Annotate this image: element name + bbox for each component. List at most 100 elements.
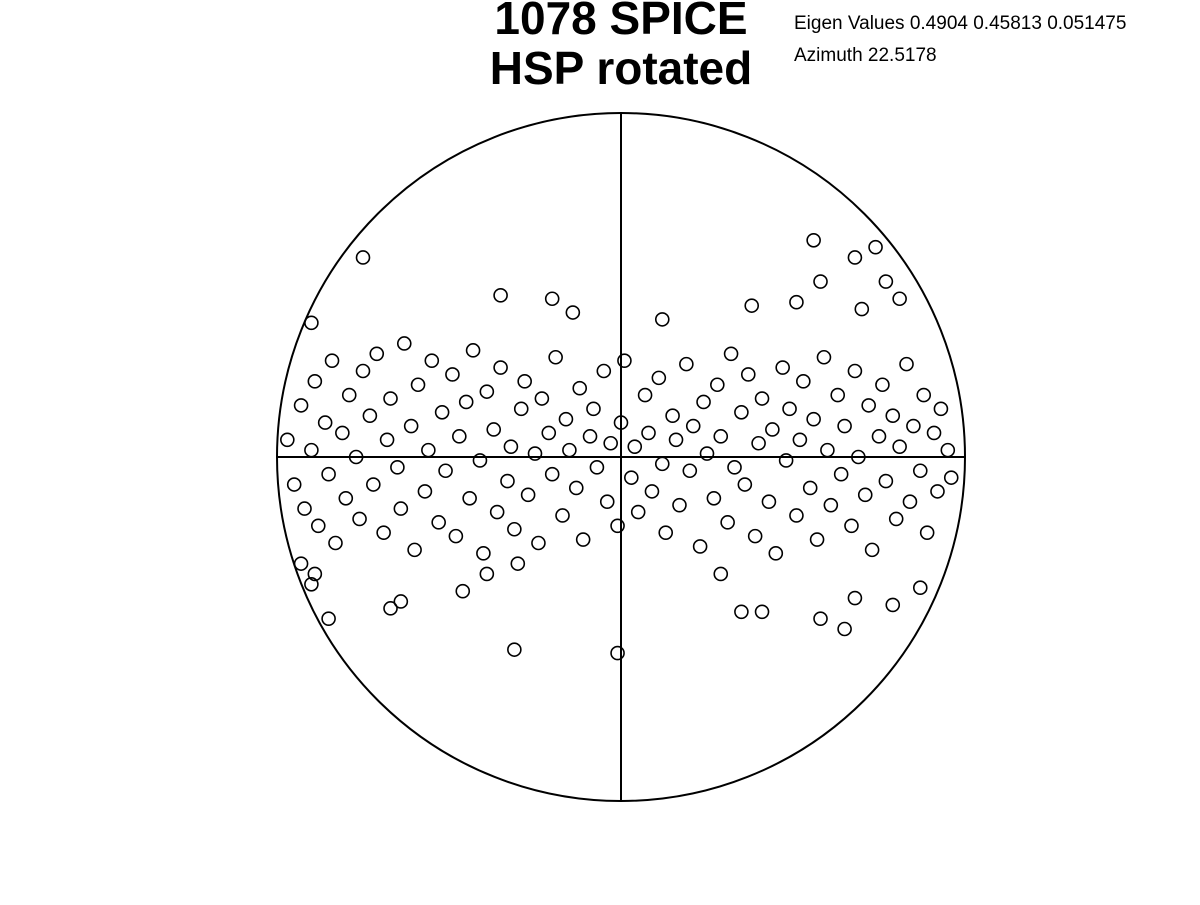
point [458, 394, 474, 410]
point [768, 546, 784, 561]
point [754, 604, 770, 620]
point [696, 394, 711, 410]
point [665, 408, 680, 424]
point [864, 542, 880, 558]
point [452, 429, 467, 444]
point [685, 418, 701, 434]
point [544, 291, 560, 307]
point [627, 439, 643, 454]
point [328, 535, 343, 551]
point [713, 429, 729, 444]
point [369, 346, 385, 362]
point [809, 532, 825, 547]
point [438, 463, 453, 479]
point [644, 484, 660, 499]
point [926, 425, 942, 441]
point [520, 487, 536, 503]
point [421, 442, 436, 458]
point [493, 288, 508, 303]
point [782, 401, 797, 417]
point [710, 377, 725, 393]
point [617, 353, 632, 368]
point [304, 576, 319, 592]
point [747, 528, 763, 544]
point [613, 415, 629, 430]
point [740, 367, 756, 382]
point [943, 470, 959, 485]
point [706, 490, 722, 506]
point [871, 429, 887, 444]
point [603, 435, 618, 451]
point [789, 294, 804, 310]
point [754, 391, 770, 406]
point [393, 501, 409, 516]
point [582, 429, 598, 444]
point [310, 518, 326, 534]
point [317, 415, 333, 430]
points [280, 232, 959, 661]
point [610, 518, 625, 534]
point [407, 542, 422, 558]
point [837, 621, 852, 637]
point [892, 291, 907, 307]
point [352, 511, 367, 527]
point [919, 525, 935, 540]
point [916, 387, 932, 403]
point [765, 422, 780, 437]
point [778, 453, 794, 468]
point [775, 360, 790, 375]
point [489, 504, 505, 520]
point [847, 363, 863, 379]
point [802, 480, 818, 496]
point [531, 535, 546, 551]
point [833, 466, 849, 482]
point [599, 494, 615, 510]
point [654, 312, 670, 327]
point [555, 508, 570, 523]
point [679, 356, 694, 372]
point [304, 442, 319, 458]
point [500, 473, 515, 489]
point [396, 336, 412, 351]
point [410, 377, 426, 393]
point [376, 525, 391, 540]
point [307, 566, 323, 582]
point [610, 645, 625, 661]
point [806, 232, 821, 248]
point [727, 460, 742, 475]
point [668, 432, 684, 448]
point [479, 384, 495, 399]
point [541, 425, 557, 441]
point [692, 539, 708, 554]
point [517, 374, 532, 389]
point [434, 404, 450, 420]
point [338, 490, 354, 506]
point [448, 528, 464, 544]
point [641, 425, 656, 441]
point [293, 556, 309, 571]
point [558, 411, 574, 427]
point [465, 343, 481, 358]
point [933, 401, 949, 417]
point [854, 301, 870, 317]
point [383, 601, 398, 616]
point [335, 425, 350, 441]
point [307, 374, 323, 389]
point [424, 353, 440, 368]
point [902, 494, 918, 510]
point [899, 356, 914, 372]
point [630, 504, 646, 520]
point [462, 490, 477, 506]
point [355, 250, 371, 265]
point [888, 511, 904, 527]
point [861, 398, 876, 413]
point [348, 449, 364, 465]
point [713, 566, 729, 582]
point [658, 525, 674, 540]
point [720, 515, 735, 530]
point [445, 367, 460, 382]
point [624, 470, 639, 485]
point [589, 460, 605, 475]
point [672, 497, 687, 513]
point [682, 463, 698, 479]
